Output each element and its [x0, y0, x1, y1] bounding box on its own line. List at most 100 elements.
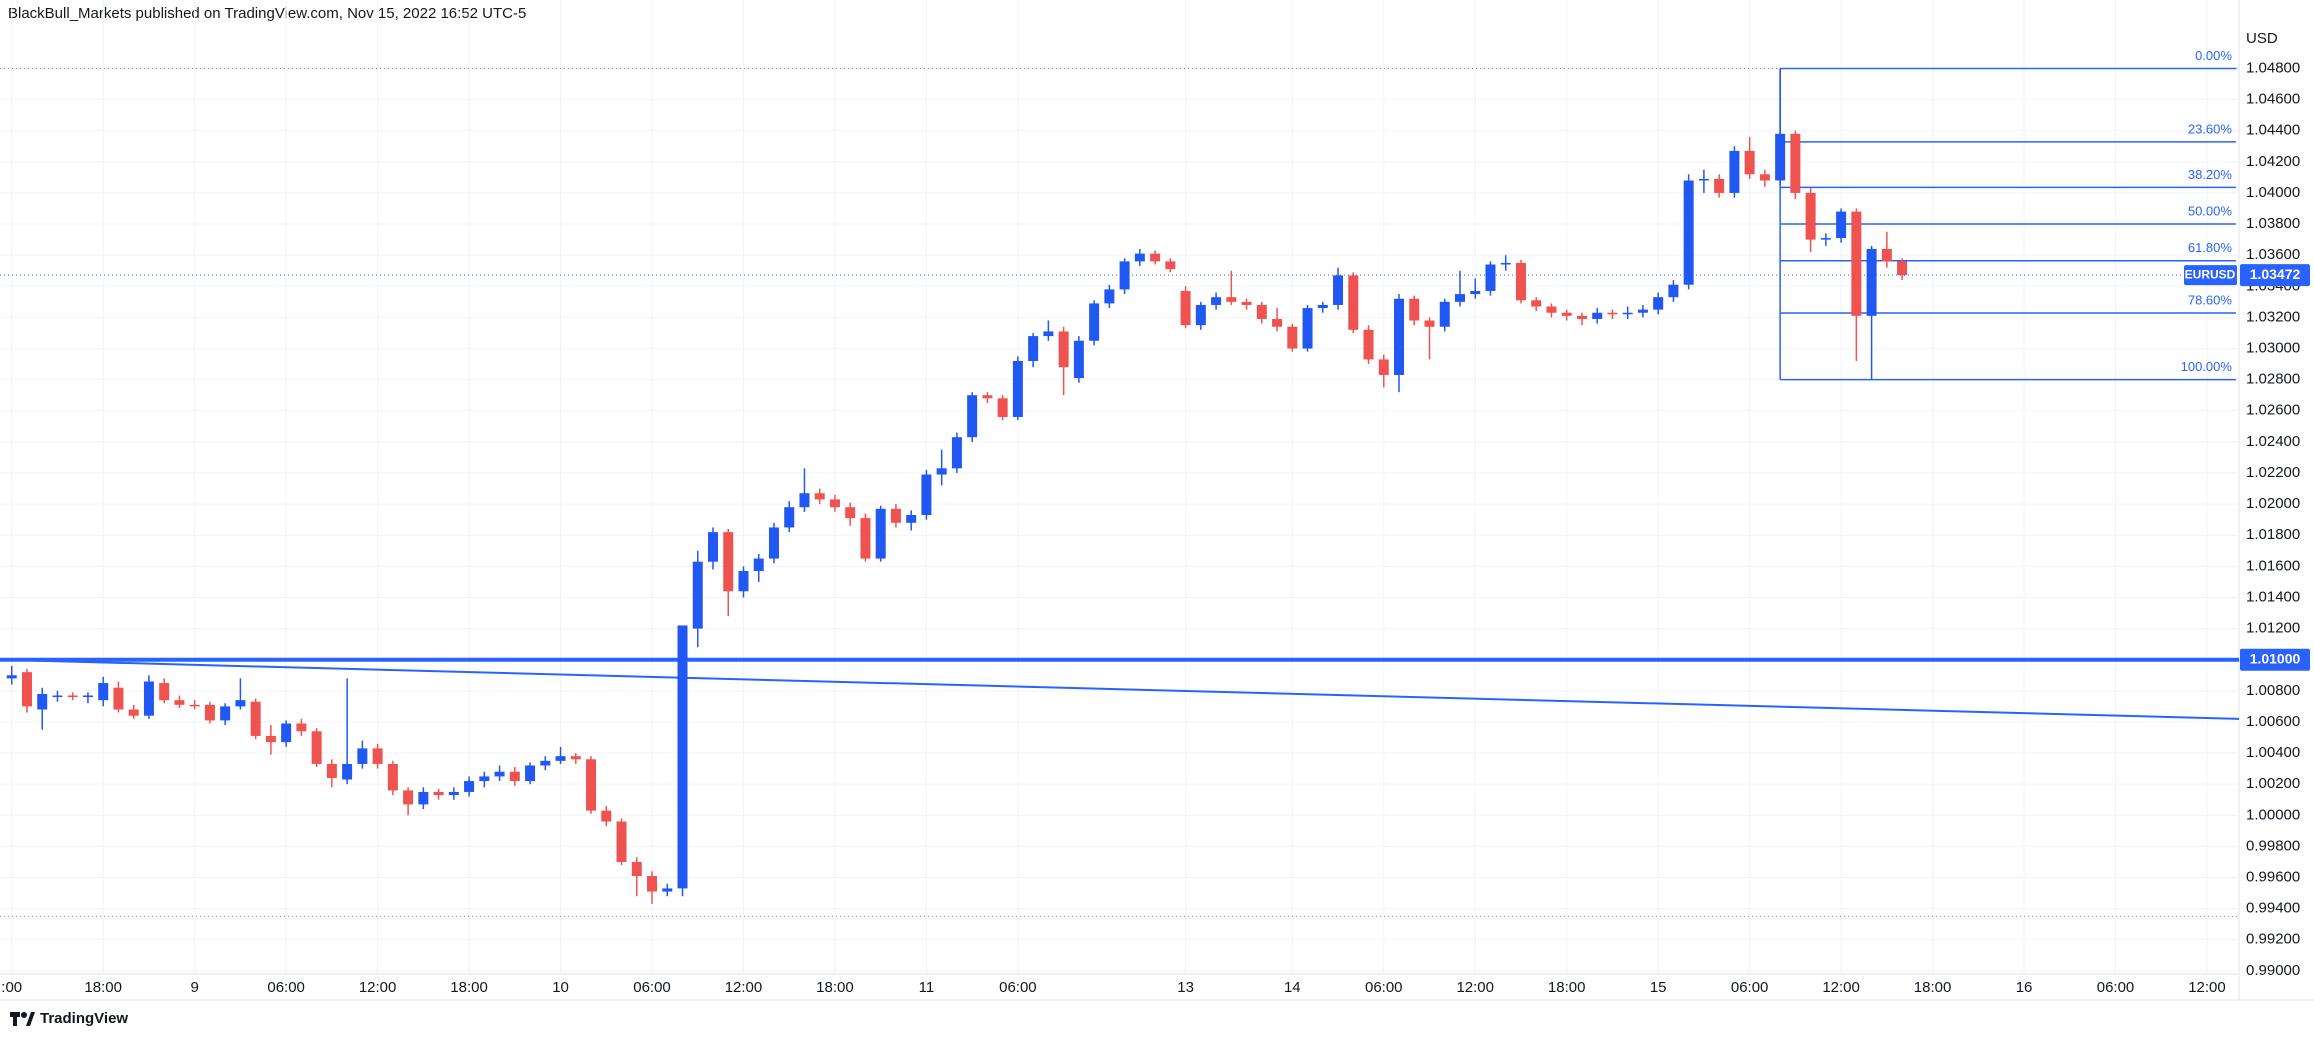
candle-body — [1333, 275, 1344, 305]
candle-body — [67, 695, 78, 698]
candle-body — [1439, 301, 1450, 327]
candle-body — [921, 474, 932, 516]
y-tick-label: 1.00000 — [2246, 806, 2300, 823]
candle-body — [204, 704, 215, 721]
candle-body — [37, 693, 48, 710]
candle-body — [784, 507, 795, 528]
candle-body — [1348, 275, 1359, 330]
fib-label: 100.00% — [2181, 359, 2233, 374]
footer-brand: TradingView — [40, 1010, 128, 1027]
candle-body — [1180, 290, 1191, 326]
candle-body — [967, 395, 978, 438]
fib-label: 50.00% — [2188, 203, 2233, 218]
x-tick-label: 14 — [1284, 979, 1301, 996]
y-tick-label: 1.00800 — [2246, 682, 2300, 699]
candle-body — [1805, 192, 1816, 240]
candle-body — [1485, 264, 1496, 291]
candle-body — [387, 763, 398, 791]
candle-body — [113, 687, 124, 710]
y-tick-label: 1.04800 — [2246, 59, 2300, 76]
candle-body — [1256, 304, 1267, 319]
y-tick-label: 1.01400 — [2246, 588, 2300, 605]
y-tick-label: 1.02800 — [2246, 371, 2300, 388]
candle-body — [662, 888, 673, 892]
x-tick-label: 06:00 — [1731, 979, 1769, 996]
candle-body — [1409, 298, 1420, 321]
candle-body — [1394, 298, 1405, 375]
candle-body — [372, 748, 383, 764]
candle-body — [1698, 178, 1709, 181]
x-tick-label: 18:00 — [816, 979, 854, 996]
candle-body — [311, 731, 322, 764]
candle-body — [586, 759, 597, 811]
candle-body — [1302, 308, 1313, 349]
hline-tag — [2240, 648, 2310, 671]
candle-body — [1820, 238, 1831, 240]
x-tick-label: 18:00 — [1548, 979, 1586, 996]
y-tick-label: 1.04200 — [2246, 153, 2300, 170]
candle-body — [570, 756, 581, 760]
candle-body — [906, 515, 917, 523]
candle-body — [143, 681, 154, 716]
x-tick-label: 10 — [552, 979, 569, 996]
candle-body — [1607, 312, 1618, 315]
x-tick-label: :00 — [1, 979, 22, 996]
candle-body — [6, 675, 17, 679]
fib-label: 78.60% — [2188, 292, 2233, 307]
x-tick-label: 11 — [919, 979, 935, 996]
x-tick-label: 12:00 — [359, 979, 397, 996]
y-tick-label: 0.99400 — [2246, 900, 2300, 917]
candle-body — [1881, 248, 1892, 262]
x-tick-label: 06:00 — [2097, 979, 2135, 996]
candle-body — [1287, 326, 1298, 349]
candle-body — [1470, 290, 1481, 295]
candle-body — [1500, 262, 1511, 265]
tv-logo — [10, 1012, 35, 1026]
fib-label: 0.00% — [2195, 48, 2232, 63]
candle-body — [1729, 150, 1740, 193]
symbol-tag-label: EURUSD — [2185, 267, 2236, 281]
candle-body — [1195, 304, 1206, 326]
candle-body — [1576, 315, 1587, 319]
candle-body — [677, 625, 688, 889]
candle-body — [159, 683, 170, 701]
candle-body — [128, 709, 139, 716]
candle-body — [692, 561, 703, 629]
candle-body — [1622, 312, 1633, 315]
trendline — [0, 658, 2240, 720]
candle-body — [525, 765, 536, 782]
candle-body — [753, 558, 764, 572]
candle-body — [768, 527, 779, 559]
candle-body — [21, 672, 32, 707]
y-tick-label: 1.03200 — [2246, 308, 2300, 325]
candle-body — [707, 532, 718, 562]
candle-body — [1165, 261, 1176, 270]
candle-body — [1683, 180, 1694, 285]
x-tick-label: 06:00 — [633, 979, 671, 996]
y-tick-label: 0.99200 — [2246, 931, 2300, 948]
candle-body — [1866, 248, 1877, 316]
candle-body — [860, 518, 871, 559]
candle-body — [1119, 261, 1130, 290]
candle-body — [1637, 309, 1648, 313]
candle-body — [616, 821, 627, 862]
candle-body — [723, 532, 734, 592]
candle-body — [936, 468, 947, 475]
candle-body — [875, 508, 886, 559]
x-tick-label: 16 — [2016, 979, 2033, 996]
y-tick-label: 1.04000 — [2246, 184, 2300, 201]
y-tick-label: 1.03600 — [2246, 246, 2300, 263]
x-tick-label: 9 — [191, 979, 199, 996]
candle-body — [997, 398, 1008, 417]
x-tick-label: 15 — [1650, 979, 1667, 996]
candle-body — [1104, 289, 1115, 304]
candle-body — [1043, 331, 1054, 337]
y-tick-label: 1.01800 — [2246, 526, 2300, 543]
fib-label: 61.80% — [2188, 240, 2233, 255]
candle-body — [1424, 320, 1435, 327]
candle-body — [174, 700, 185, 705]
candle-body — [845, 507, 856, 519]
candle-body — [1851, 211, 1862, 316]
